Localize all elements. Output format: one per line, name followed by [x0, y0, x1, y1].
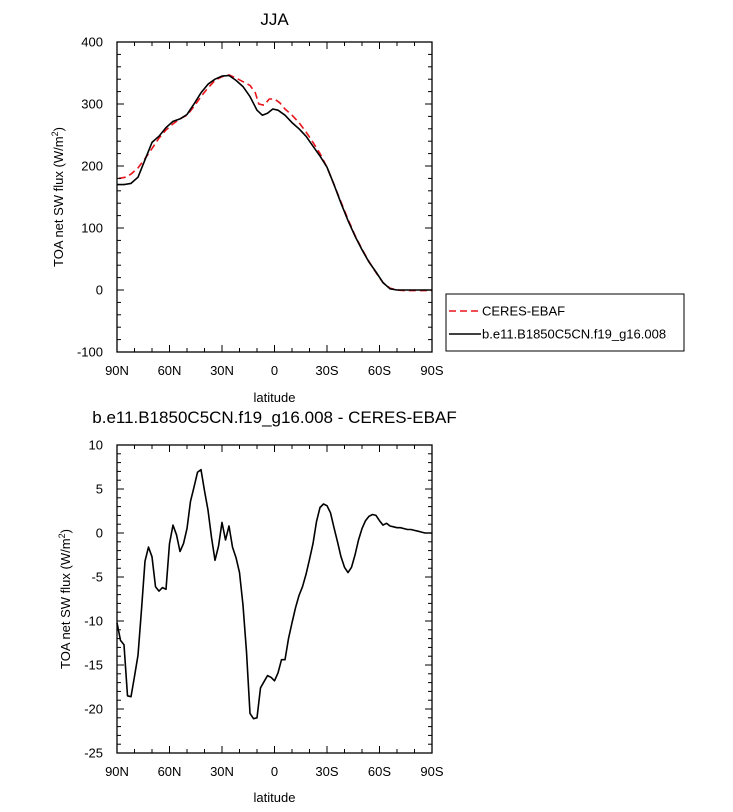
x-tick-label: 0 [271, 363, 278, 378]
y-axis-label-superscript: 2 [57, 533, 67, 538]
y-tick-label: -15 [84, 658, 103, 673]
x-axis-label: latitude [254, 390, 296, 405]
panel-model-minus-obs-difference: b.e11.B1850C5CN.f19_g16.008 - CERES-EBAF… [57, 408, 457, 805]
y-tick-label: -10 [84, 614, 103, 629]
y-tick-label: 400 [81, 35, 103, 50]
y-axis-label-main: TOA net SW flux (W/m [51, 136, 66, 267]
y-tick-label: 5 [96, 482, 103, 497]
y-tick-label: 0 [96, 526, 103, 541]
legend: CERES-EBAF b.e11.B1850C5CN.f19_g16.008 [445, 293, 685, 352]
panel-jja-climatology: JJA 90N 60N 30N 0 30S 60S 90S -100 0 100 200 300 400 l… [50, 10, 444, 405]
series-line-1 [116, 468, 432, 720]
y-tick-label: -20 [84, 702, 103, 717]
x-tick-label: 0 [271, 764, 278, 779]
y-axis-label: TOA net SW flux (W/m2) [50, 127, 66, 267]
x-tick-label: 90N [105, 764, 129, 779]
x-tick-label: 30N [210, 764, 234, 779]
y-axis-label-close: ) [51, 127, 66, 131]
y-axis-label-main: TOA net SW flux (W/m [58, 538, 73, 669]
series-line-b-e11-b1850c5cn-f19-g16-008 [117, 74, 432, 291]
y-tick-label: -100 [77, 345, 103, 360]
x-tick-label: 60N [158, 363, 182, 378]
x-tick-label: 60S [368, 363, 391, 378]
legend-label: CERES-EBAF [482, 304, 565, 319]
legend-label: b.e11.B1850C5CN.f19_g16.008 [482, 327, 666, 342]
x-tick-label: 90S [420, 764, 443, 779]
y-axis-label-close: ) [58, 529, 73, 533]
series-line-ceres-ebaf [118, 74, 432, 292]
x-tick-label: 90N [105, 363, 129, 378]
y-tick-label: 300 [81, 97, 103, 112]
x-axis-label: latitude [254, 790, 296, 805]
y-tick-label: -5 [91, 570, 103, 585]
y-tick-label: 200 [81, 159, 103, 174]
x-tick-label: 30S [315, 764, 338, 779]
x-tick-label: 30N [210, 363, 234, 378]
y-tick-label: 10 [89, 438, 103, 453]
y-axis-label-superscript: 2 [50, 131, 60, 136]
plot-frame [116, 444, 433, 754]
x-tick-label: 90S [420, 363, 443, 378]
y-tick-label: 100 [81, 221, 103, 236]
y-axis-label: TOA net SW flux (W/m2) [57, 529, 73, 669]
y-tick-label: 0 [96, 283, 103, 298]
y-tick-label: -25 [84, 746, 103, 761]
x-tick-label: 60N [158, 764, 182, 779]
plot-frame [116, 41, 433, 353]
chart-title: b.e11.B1850C5CN.f19_g16.008 - CERES-EBAF [92, 408, 456, 427]
x-tick-label: 60S [368, 764, 391, 779]
chart-title: JJA [260, 10, 289, 29]
x-tick-label: 30S [315, 363, 338, 378]
legend-box [445, 293, 685, 352]
